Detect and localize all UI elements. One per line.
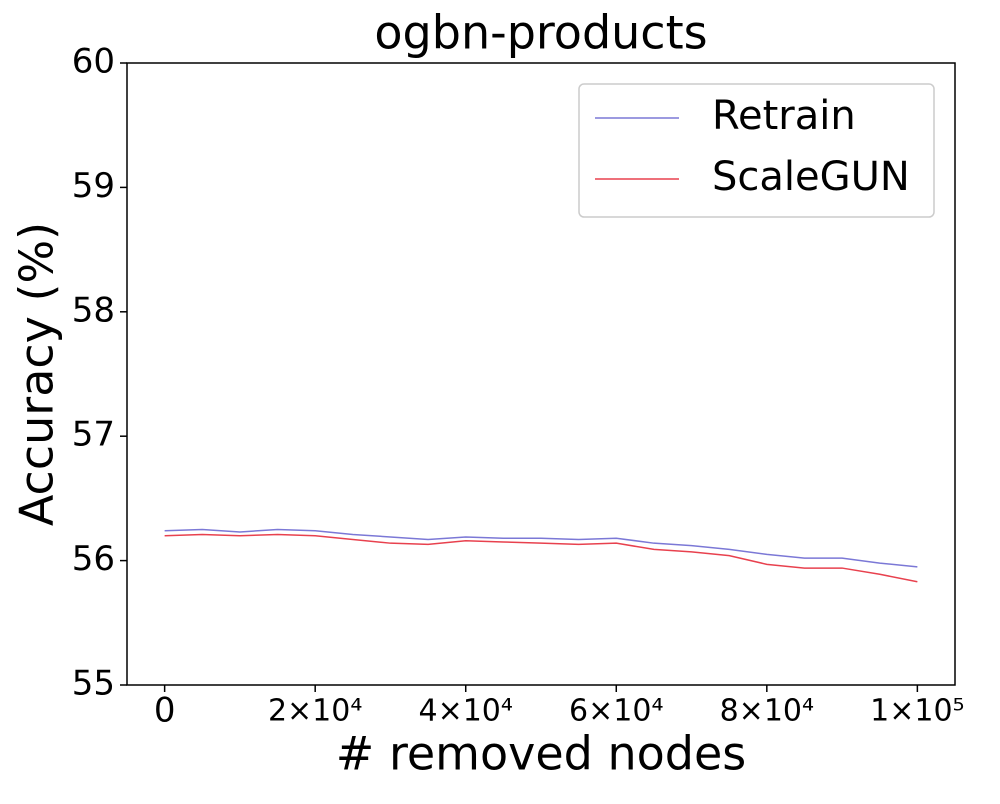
x-tick-label: 1×10⁵ — [870, 694, 964, 729]
plot-frame — [126, 62, 956, 686]
series-line — [164, 533, 918, 583]
y-tick-label: 57 — [72, 415, 115, 455]
y-tick-label: 56 — [72, 539, 115, 579]
y-tick-label: 60 — [72, 42, 115, 82]
legend-label: ScaleGUN — [712, 154, 910, 200]
y-axis-label: Accuracy (%) — [10, 222, 64, 526]
x-tick-label: 0 — [154, 691, 176, 731]
legend-label: Retrain — [712, 93, 856, 139]
y-tick-label: 58 — [72, 290, 115, 330]
x-tick-label: 8×10⁴ — [720, 694, 814, 729]
y-tick-label: 59 — [72, 166, 115, 206]
x-axis-label: # removed nodes — [336, 727, 746, 781]
x-tick-label: 2×10⁴ — [268, 694, 362, 729]
chart-title: ogbn-products — [374, 6, 707, 60]
series-line — [164, 528, 918, 568]
x-tick-label: 4×10⁴ — [419, 694, 513, 729]
x-tick-label: 6×10⁴ — [569, 694, 663, 729]
y-tick-label: 55 — [72, 664, 115, 704]
